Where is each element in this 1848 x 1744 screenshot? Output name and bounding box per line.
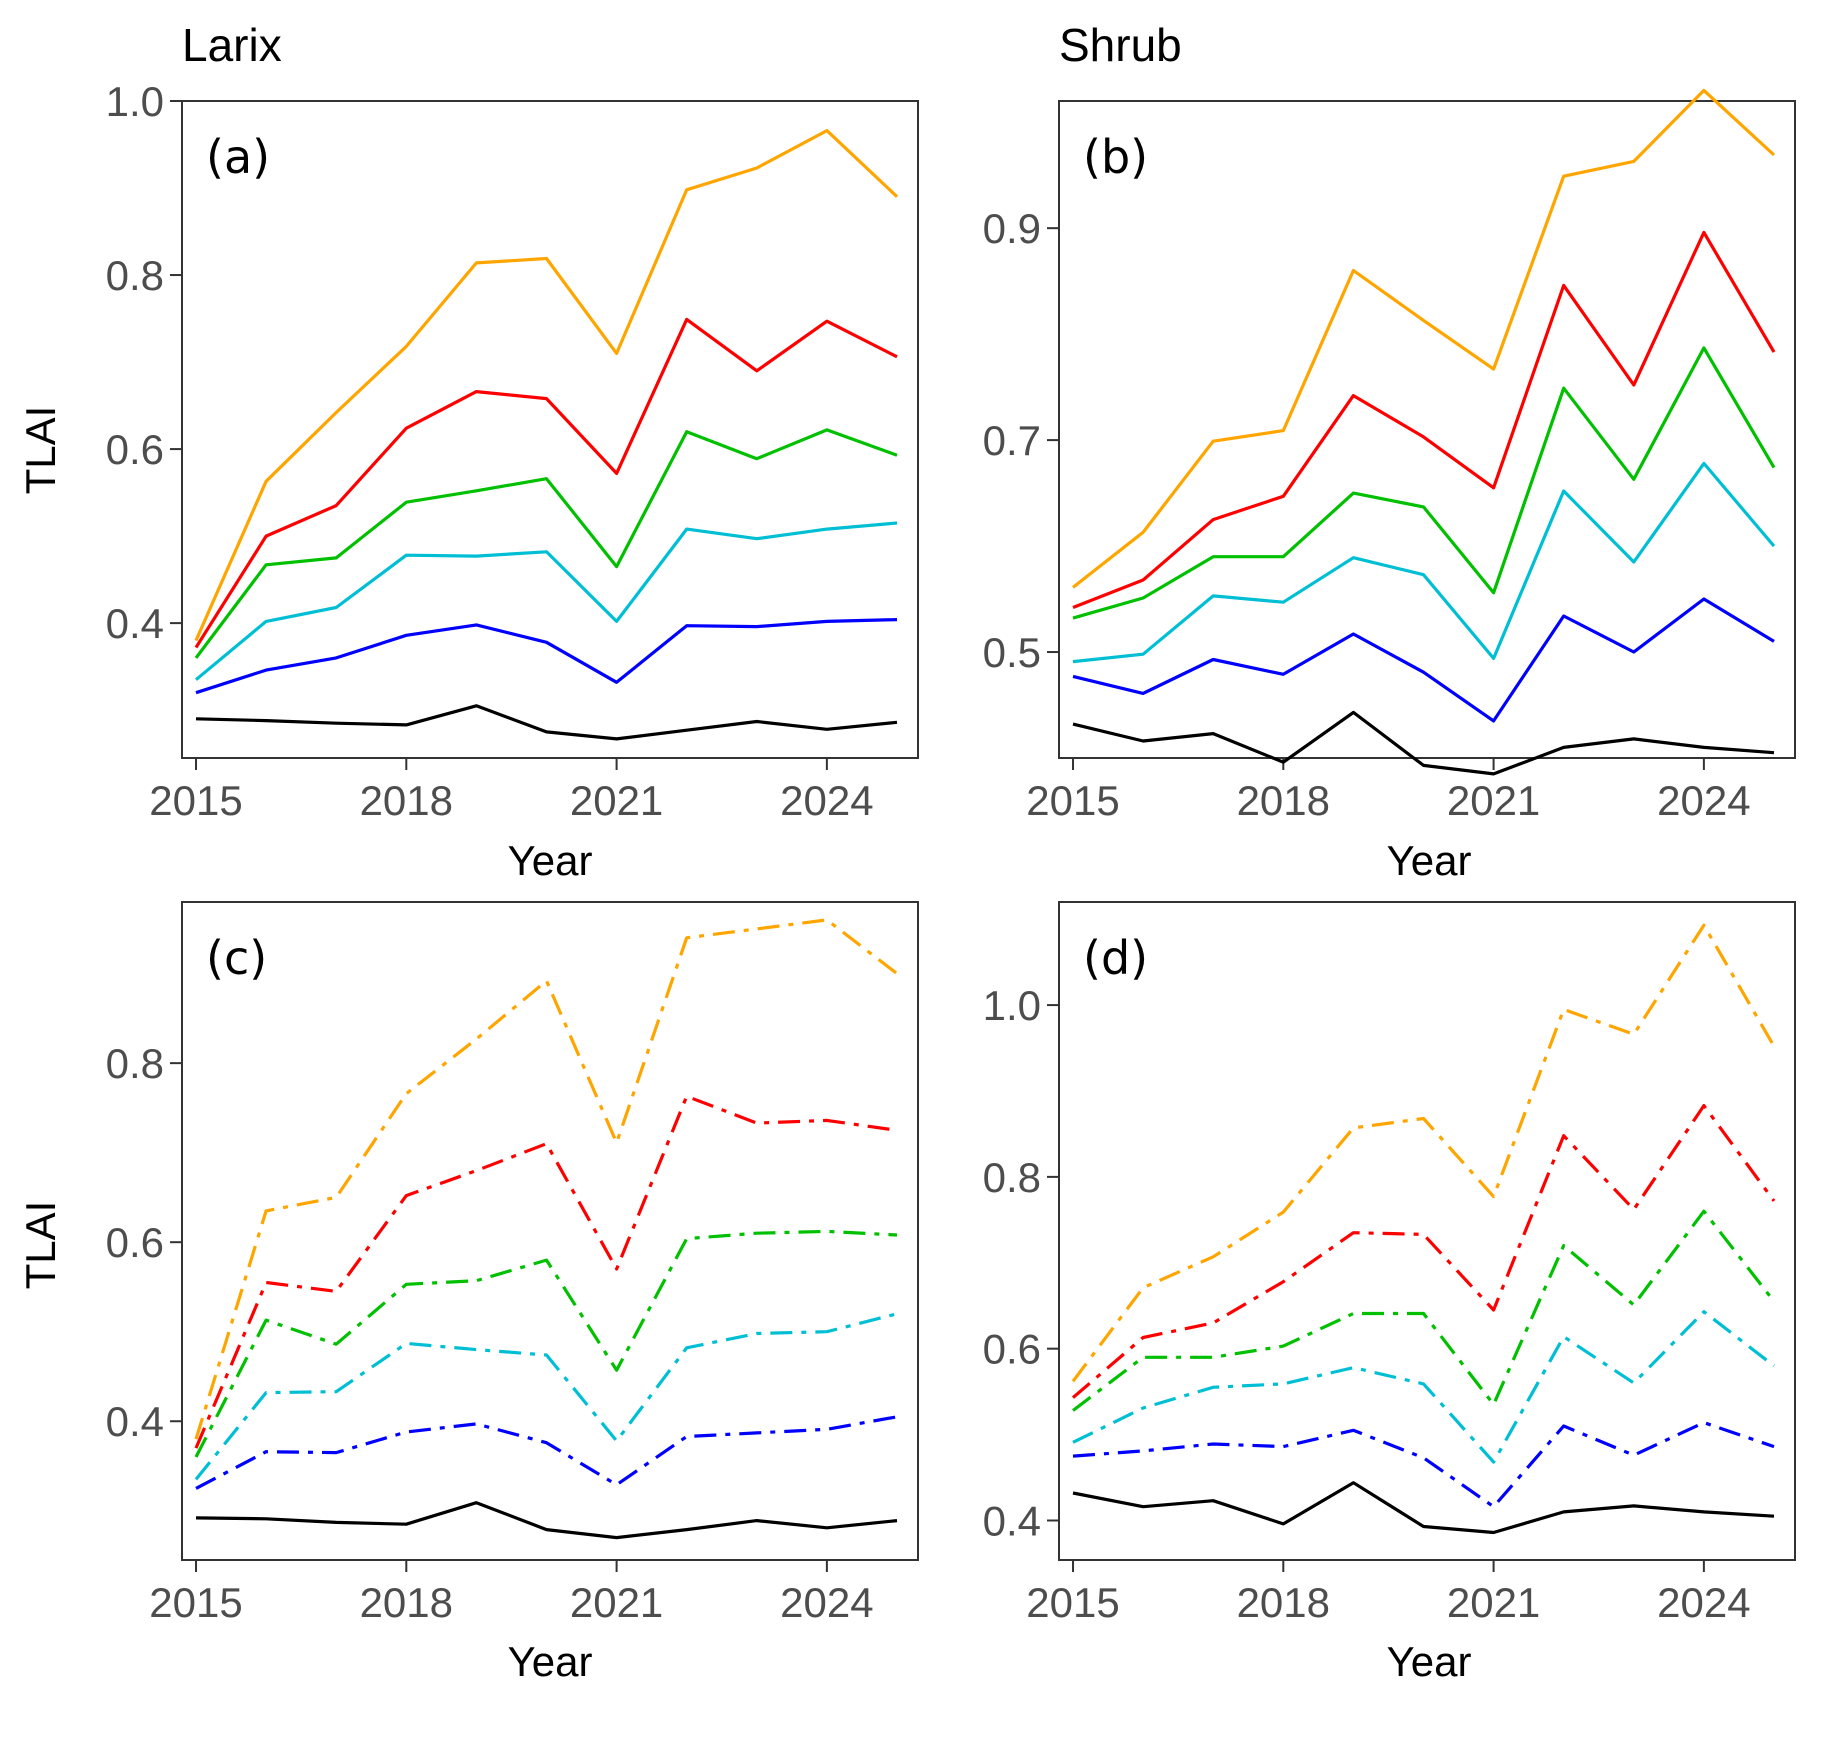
panel-d-x-tick-label: 2018 [1237, 1579, 1330, 1626]
panel-d-y-tick-label: 1.0 [983, 982, 1041, 1029]
panel-c-x-tick-label: 2021 [570, 1579, 663, 1626]
panel-c: TLAI Year 2015 2018 2021 2024 0.4 0.6 0.8 (c) [17, 901, 919, 1685]
panel-b-series-black [1072, 710, 1775, 776]
panel-d-frame [1058, 901, 1796, 1561]
panel-c-y-tick-label: 0.8 [106, 1040, 164, 1087]
panel-a-y-tick-label: 0.8 [106, 252, 164, 299]
panel-b-x-axis-title: Year [1387, 837, 1472, 884]
panel-b-label: (b) [1083, 130, 1148, 184]
panel-b-x-tick-label: 2024 [1657, 777, 1750, 824]
panel-d-x-tick-label: 2015 [1026, 1579, 1119, 1626]
panel-c-frame [181, 901, 919, 1561]
panel-d-y-tick-label: 0.8 [983, 1154, 1041, 1201]
panel-b-series-blue [1072, 597, 1775, 723]
panel-b-x-tick-label: 2018 [1237, 777, 1330, 824]
panel-d-series-orange [1071, 923, 1776, 1383]
panel-c-series-black [195, 1501, 898, 1540]
panel-c-series-blue [195, 1415, 898, 1490]
panel-a-x-axis-title: Year [508, 837, 593, 884]
panel-b-x-tick-label: 2015 [1026, 777, 1119, 824]
panel-a-x-tick-label: 2018 [360, 777, 453, 824]
panel-c-series-cyan [194, 1312, 898, 1481]
panel-a-series-black [195, 704, 898, 741]
panel-d-x-axis-title: Year [1387, 1638, 1472, 1685]
panel-a-series-green [194, 428, 898, 659]
panel-d-series-cyan [1072, 1310, 1775, 1464]
panel-a-y-axis-title: TLAI [17, 406, 64, 495]
panel-c-y-tick-label: 0.4 [106, 1398, 164, 1445]
panel-b-y-tick-label: 0.7 [983, 417, 1041, 464]
panel-c-x-tick-label: 2024 [780, 1579, 873, 1626]
panel-c-series-red [194, 1094, 898, 1449]
panel-b-series-green [1072, 346, 1776, 620]
panel-d-series-green [1072, 1209, 1776, 1412]
panel-b-series-red [1072, 230, 1776, 609]
panel-b-y-tick-label: 0.9 [983, 205, 1041, 252]
column-title-larix: Larix [182, 19, 282, 71]
panel-c-y-tick-label: 0.6 [106, 1219, 164, 1266]
panel-d-x-tick-label: 2024 [1657, 1579, 1750, 1626]
panel-a-x-tick-label: 2021 [570, 777, 663, 824]
panel-d-series-blue [1072, 1420, 1775, 1509]
panel-a: TLAI Year 2015 2018 2021 2024 0.4 0.6 0.8 1.0 (a… [17, 78, 919, 884]
panel-a-series-orange [194, 129, 899, 642]
panel-a-x-tick-label: 2015 [149, 777, 242, 824]
panel-d-x-tick-label: 2021 [1447, 1579, 1540, 1626]
column-title-shrub: Shrub [1059, 19, 1182, 71]
panel-c-label: (c) [206, 931, 267, 985]
panel-a-x-tick-label: 2024 [780, 777, 873, 824]
panel-b-series-orange [1072, 88, 1776, 589]
panel-d-y-tick-label: 0.4 [983, 1497, 1041, 1544]
panel-b-frame [1058, 100, 1796, 759]
panel-a-series-red [194, 317, 898, 649]
panel-a-series-cyan [194, 521, 898, 681]
panel-c-x-tick-label: 2015 [149, 1579, 242, 1626]
panel-c-x-axis-title: Year [508, 1638, 593, 1685]
panel-a-series-blue [195, 618, 898, 695]
panel-c-y-axis-title: TLAI [17, 1201, 64, 1290]
panel-d-label: (d) [1083, 931, 1148, 985]
panel-a-y-tick-label: 0.6 [106, 426, 164, 473]
panel-b-x-tick-label: 2021 [1447, 777, 1540, 824]
panel-a-y-tick-label: 0.4 [106, 600, 164, 647]
panel-c-series-orange [194, 918, 898, 1440]
panel-d-series-black [1072, 1481, 1775, 1535]
panel-d-series-red [1071, 1103, 1776, 1399]
panel-a-label: (a) [206, 130, 270, 184]
panel-b: Year 2015 2018 2021 2024 0.5 0.7 0.9 (b) [983, 88, 1796, 884]
panel-c-x-tick-label: 2018 [360, 1579, 453, 1626]
panel-a-y-tick-label: 1.0 [106, 78, 164, 125]
panel-b-series-cyan [1072, 461, 1776, 664]
panel-b-y-tick-label: 0.5 [983, 629, 1041, 676]
panel-a-frame [181, 100, 919, 759]
panel-c-series-green [194, 1229, 898, 1458]
panel-d-y-tick-label: 0.6 [983, 1326, 1041, 1373]
panel-d: Year 2015 2018 2021 2024 0.4 0.6 0.8 1.0 (d) [983, 901, 1796, 1685]
